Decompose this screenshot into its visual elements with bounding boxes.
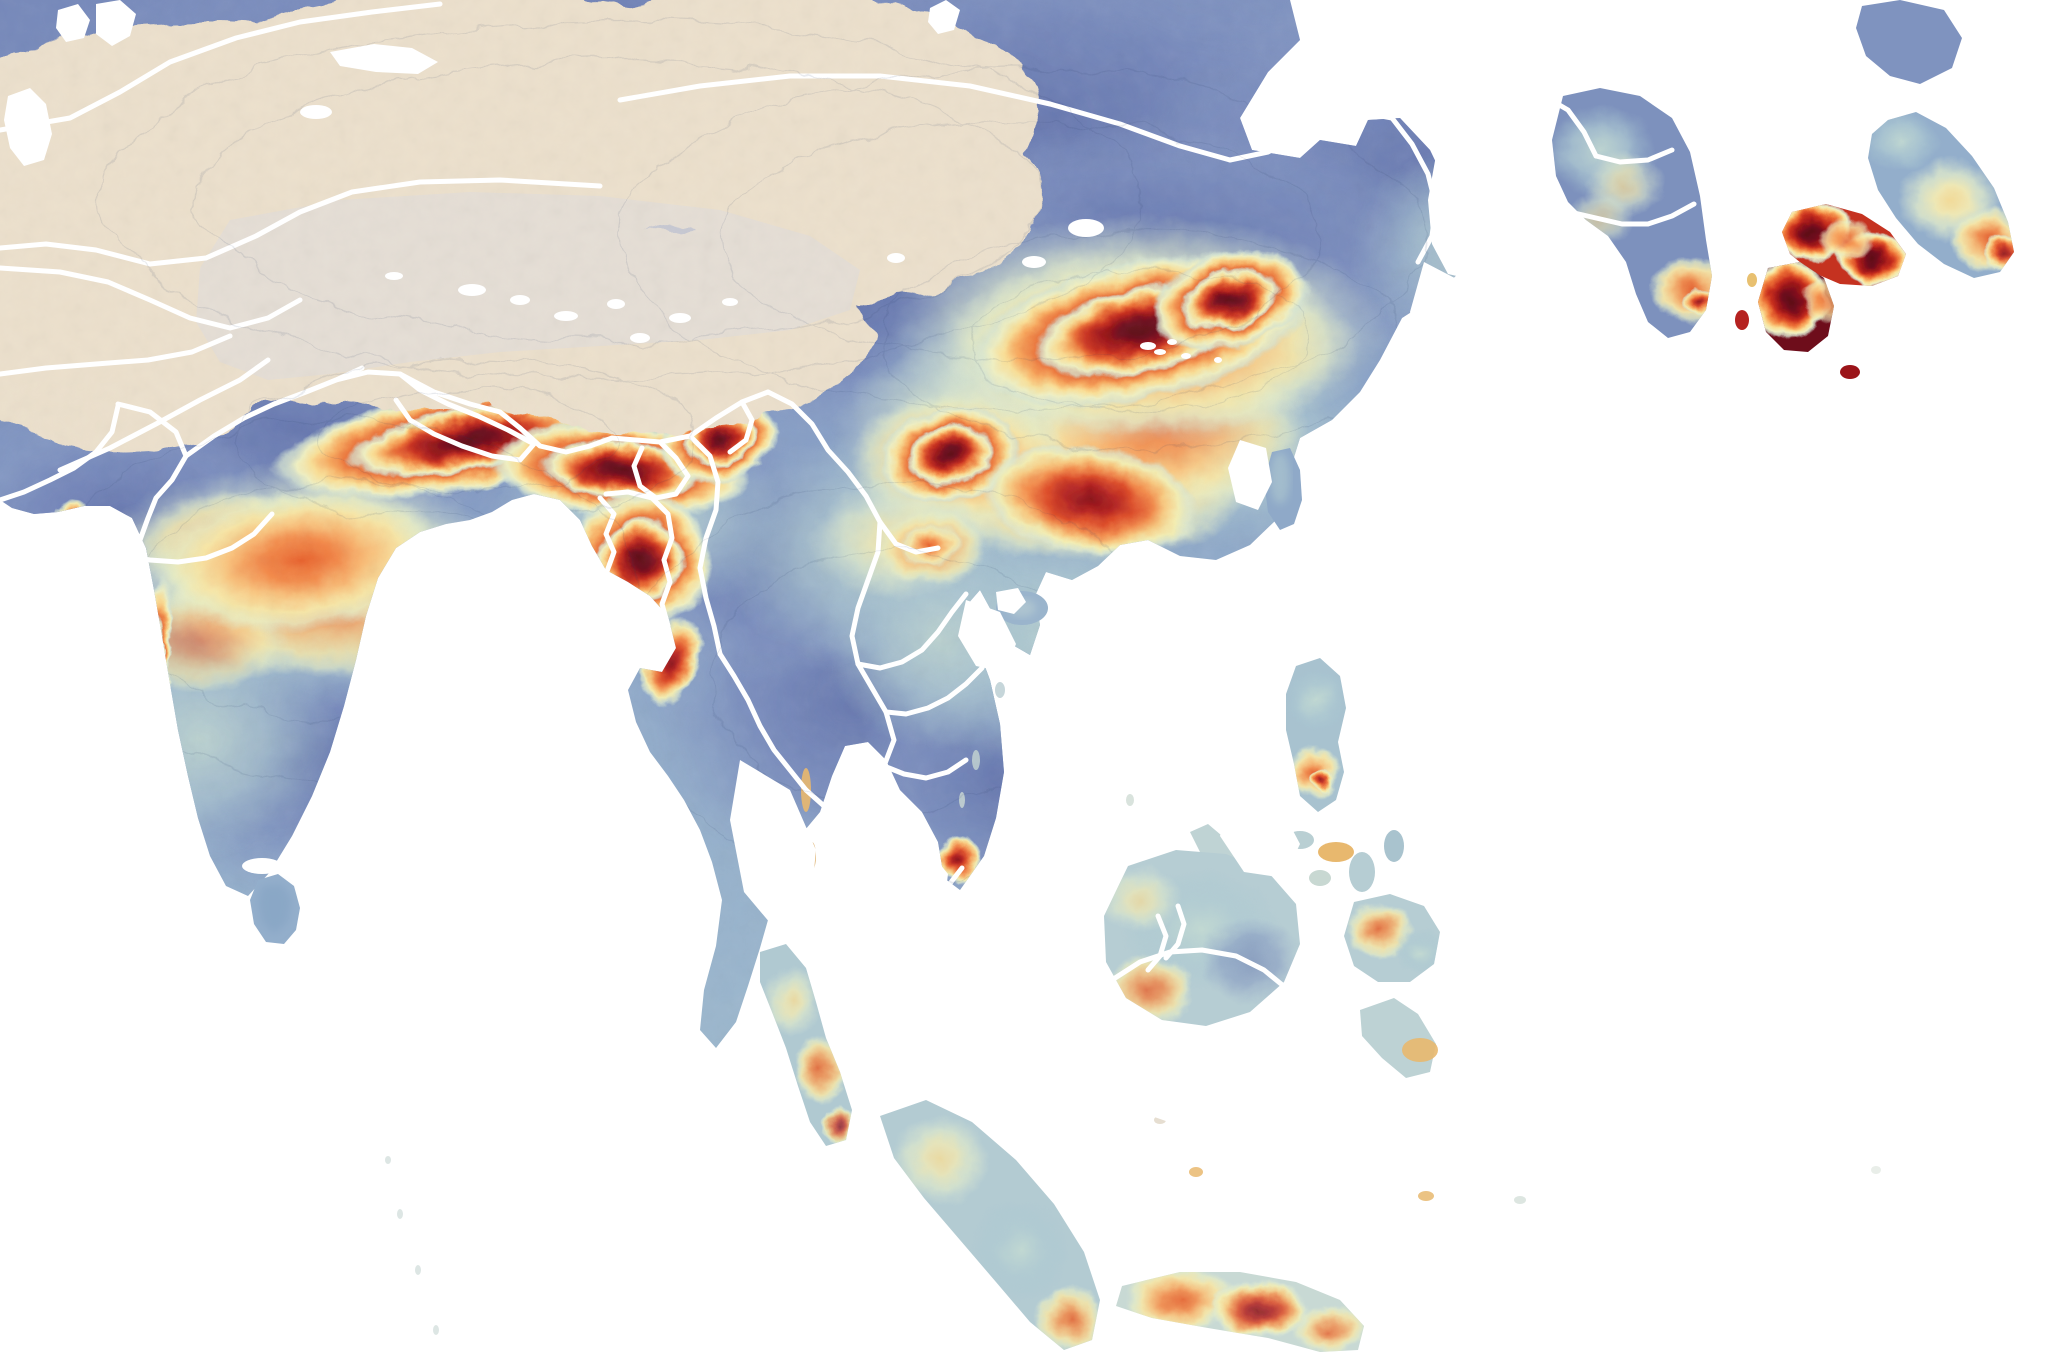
java-layer: [1116, 1272, 1364, 1352]
japan-hokkaido: [1856, 0, 1962, 84]
andaman-nicobar-layer: [385, 682, 1881, 1335]
sulawesi-layer: [1360, 998, 1438, 1078]
sri-lanka-layer: [250, 874, 300, 944]
philippines-visayas: [1286, 830, 1404, 892]
taiwan-layer: [1264, 448, 1302, 530]
sumatra-layer: [880, 1100, 1100, 1350]
japan-layer: [1735, 0, 2014, 379]
malay-peninsula-layer: [760, 944, 852, 1146]
japan-small-island: [1840, 365, 1860, 379]
water-bodies: [0, 0, 1600, 1150]
japan-small-island: [1735, 310, 1749, 330]
japan-small-island: [1747, 273, 1757, 287]
